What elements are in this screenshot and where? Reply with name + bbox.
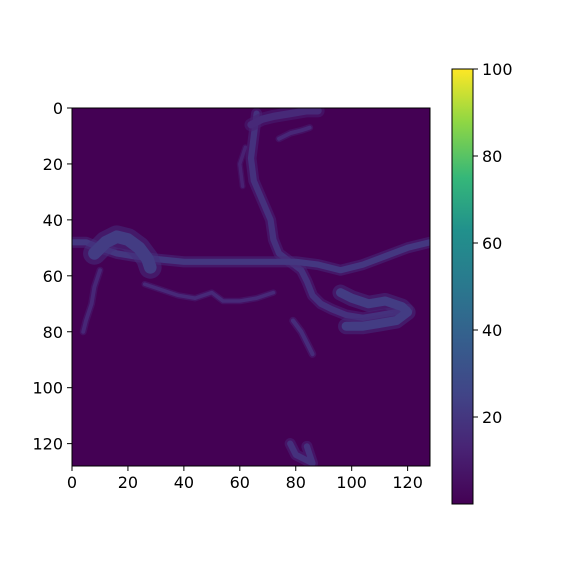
colorbar-tick-label: 80 — [482, 147, 502, 166]
feature-left-tendril — [81, 268, 102, 334]
colorbar: 20 40 60 80 100 — [451, 60, 513, 505]
colorbar-tick-label: 20 — [482, 408, 502, 427]
feature-upper-hook — [238, 145, 248, 188]
plot-area — [71, 107, 431, 467]
y-tick-label: 100 — [32, 379, 63, 398]
y-tick-label: 60 — [43, 267, 63, 286]
feature-bottom-fragment — [287, 440, 316, 466]
y-tick-label: 120 — [32, 435, 63, 454]
feature-lower-branch — [290, 318, 315, 357]
x-tick-label: 0 — [67, 473, 77, 492]
feature-top-cluster-a — [247, 108, 322, 129]
x-axis: 0 20 40 60 80 100 120 — [67, 466, 423, 492]
colorbar-tick-label: 100 — [482, 60, 513, 79]
x-tick-label: 80 — [286, 473, 306, 492]
y-tick-label: 0 — [53, 99, 63, 118]
colorbar-gradient — [451, 68, 474, 505]
x-tick-label: 60 — [230, 473, 250, 492]
x-tick-label: 40 — [174, 473, 194, 492]
feature-left-blob — [88, 230, 157, 274]
features-layer — [72, 108, 430, 466]
feature-top-cluster-b — [277, 125, 312, 141]
plot-frame — [71, 107, 431, 467]
colorbar-tick-label: 60 — [482, 234, 502, 253]
y-tick-label: 40 — [43, 211, 63, 230]
y-tick-label: 20 — [43, 155, 63, 174]
colorbar-ticks: 20 40 60 80 100 — [473, 60, 513, 427]
feature-right-cluster — [336, 288, 413, 331]
x-tick-label: 120 — [392, 473, 423, 492]
feature-vertical-filament — [247, 110, 411, 321]
x-tick-label: 100 — [336, 473, 367, 492]
colorbar-tick-label: 40 — [482, 321, 502, 340]
y-tick-label: 80 — [43, 323, 63, 342]
feature-middle-wisps — [142, 282, 276, 303]
y-axis: 0 20 40 60 80 100 120 — [32, 99, 72, 454]
x-tick-label: 20 — [118, 473, 138, 492]
